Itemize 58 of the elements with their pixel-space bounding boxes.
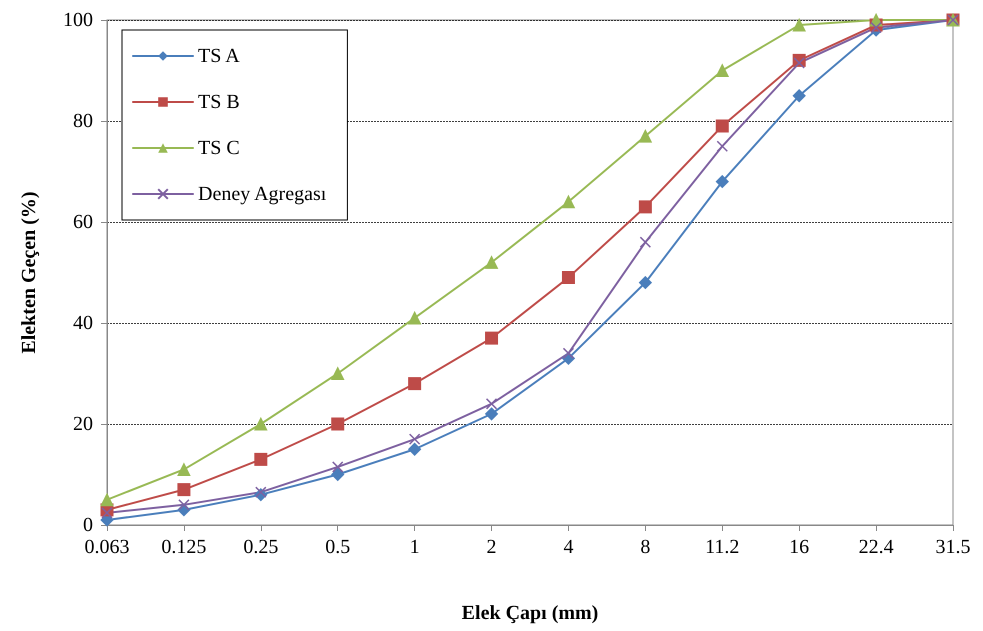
y-tick-label: 0 — [83, 514, 93, 536]
point — [486, 398, 498, 410]
point — [408, 311, 422, 324]
point — [716, 64, 729, 77]
legend-label: TS A — [198, 45, 240, 67]
point — [792, 18, 806, 32]
point — [792, 89, 806, 102]
x-tick-label: 31.5 — [936, 536, 970, 558]
point — [255, 486, 267, 498]
y-tick-label: 40 — [73, 312, 93, 334]
y-tick-label: 100 — [63, 9, 93, 31]
point — [178, 499, 190, 511]
point — [640, 236, 652, 248]
point — [638, 130, 652, 143]
point — [485, 407, 498, 420]
point — [101, 507, 113, 519]
point — [177, 483, 190, 496]
point — [638, 200, 652, 214]
x-tick-label: 4 — [563, 536, 574, 558]
x-axis-title: Elek Çapı (mm) — [462, 602, 598, 624]
point — [562, 348, 574, 360]
y-axis-title: Elekten Geçen (%) — [18, 191, 40, 354]
x-tick-label: 0.125 — [161, 536, 206, 558]
point — [408, 377, 422, 390]
point — [793, 57, 805, 69]
point — [100, 493, 114, 506]
point — [254, 452, 268, 466]
x-tick-label: 0.25 — [243, 536, 278, 558]
x-tick-label: 22.4 — [858, 536, 894, 558]
point — [485, 256, 498, 269]
point — [331, 367, 344, 380]
y-tick-label: 80 — [73, 110, 93, 132]
x-tick-label: 8 — [640, 536, 650, 558]
x-tick-label: 1 — [410, 536, 420, 558]
x-tick-label: 2 — [486, 536, 497, 558]
point — [177, 462, 190, 476]
y-tick-label: 60 — [73, 211, 93, 233]
x-tick-label: 0.5 — [325, 536, 350, 558]
x-tick-label: 16 — [789, 536, 810, 558]
point — [408, 433, 420, 445]
point — [870, 22, 882, 34]
legend-label: TS C — [198, 137, 240, 159]
legend-label: Deney Agregası — [198, 183, 327, 205]
point — [716, 120, 729, 133]
point — [562, 271, 575, 284]
y-tick-label: 20 — [73, 413, 93, 435]
legend-label: TS B — [198, 91, 240, 113]
point — [332, 461, 344, 473]
point — [638, 276, 652, 290]
point — [716, 175, 729, 188]
point — [331, 468, 344, 481]
point — [408, 442, 422, 456]
x-tick-label: 0.063 — [84, 536, 130, 558]
point — [562, 195, 575, 208]
point — [331, 418, 344, 430]
point — [254, 418, 268, 430]
point — [485, 332, 498, 345]
x-tick-label: 11.2 — [705, 536, 740, 558]
